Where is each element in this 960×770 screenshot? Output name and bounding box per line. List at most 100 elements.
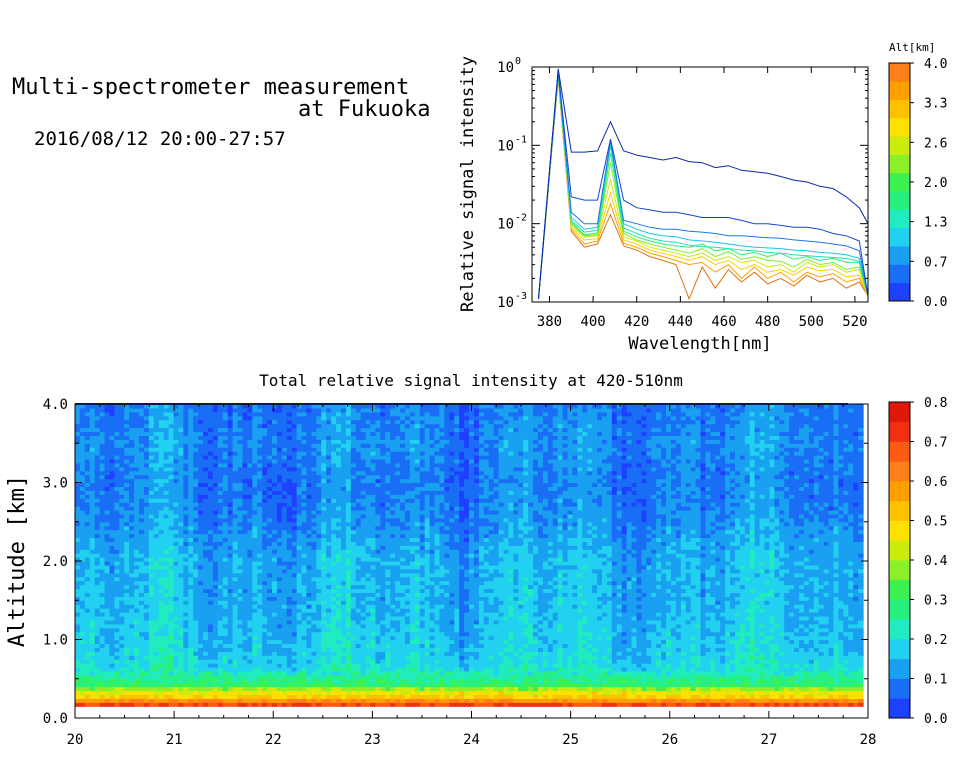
heatmap-cell xyxy=(75,407,81,413)
heatmap-cell xyxy=(326,576,332,582)
heatmap-cell xyxy=(345,486,352,491)
heatmap-cell xyxy=(158,439,165,444)
heatmap-cell xyxy=(336,533,342,539)
heatmap-cell xyxy=(198,455,204,460)
heatmap-cell xyxy=(232,537,239,542)
heatmap-cell xyxy=(104,474,111,480)
heatmap-cell xyxy=(217,557,224,562)
heatmap-cell xyxy=(188,600,194,605)
heatmap-cell xyxy=(99,506,106,511)
heatmap-cell xyxy=(168,494,175,499)
heatmap-cell xyxy=(380,564,386,570)
heatmap-cell xyxy=(336,619,342,625)
heatmap-cell xyxy=(217,451,224,456)
heatmap-cell xyxy=(139,486,145,491)
heatmap-cell xyxy=(375,631,381,637)
heatmap-cell xyxy=(143,588,150,593)
heatmap-cell xyxy=(321,615,327,621)
heatmap-cell xyxy=(217,596,224,601)
heatmap-cell xyxy=(296,490,303,495)
heatmap-cell xyxy=(237,631,244,637)
heatmap-cell xyxy=(99,509,106,515)
heatmap-cell xyxy=(178,447,184,452)
heatmap-cell xyxy=(227,545,234,550)
heatmap-cell xyxy=(281,517,288,523)
heatmap-cell xyxy=(350,568,357,574)
heatmap-cell xyxy=(222,651,229,656)
heatmap-cell xyxy=(267,498,273,503)
heatmap-cell xyxy=(124,604,130,609)
heatmap-cell xyxy=(143,659,150,664)
heatmap-cell xyxy=(276,447,283,452)
heatmap-cell xyxy=(296,690,303,696)
heatmap-cell xyxy=(153,545,160,550)
heatmap-cell xyxy=(84,623,91,629)
heatmap-cell xyxy=(163,702,170,707)
heatmap-cell xyxy=(326,635,332,641)
heatmap-cell xyxy=(183,404,189,409)
heatmap-cell xyxy=(222,557,229,562)
heatmap-cell xyxy=(178,423,184,429)
heatmap-cell xyxy=(345,466,352,472)
heatmap-cell xyxy=(183,423,189,429)
heatmap-cell xyxy=(311,600,317,605)
heatmap-cell xyxy=(336,663,342,668)
heatmap-cell xyxy=(163,494,170,499)
heatmap-cell xyxy=(350,529,357,535)
heatmap-cell xyxy=(188,576,194,582)
heatmap-cell xyxy=(311,659,317,664)
heatmap-cell xyxy=(84,509,91,515)
heatmap-cell xyxy=(380,521,386,527)
heatmap-cell xyxy=(124,666,130,672)
heatmap-cell xyxy=(134,557,140,562)
heatmap-cell xyxy=(99,580,106,586)
altitude-colorbar-swatch xyxy=(889,246,910,265)
heatmap-cell xyxy=(237,537,244,542)
heatmap-cell xyxy=(203,427,209,433)
heatmap-cell xyxy=(75,588,81,593)
heatmap-cell xyxy=(163,596,170,601)
heatmap-cell xyxy=(129,568,135,574)
heatmap-cell xyxy=(291,674,298,680)
heatmap-cell xyxy=(257,541,263,546)
heatmap-cell xyxy=(153,541,160,546)
heatmap-cell xyxy=(291,423,298,429)
heatmap-cell xyxy=(158,627,165,633)
heatmap-cell xyxy=(355,521,362,527)
heatmap-cell xyxy=(114,474,120,480)
heatmap-cell xyxy=(104,576,111,582)
heatmap-cell xyxy=(124,580,130,586)
heatmap-cell xyxy=(183,545,189,550)
heatmap-cell xyxy=(163,411,170,417)
heatmap-cell xyxy=(336,502,342,507)
heatmap-cell xyxy=(139,655,145,660)
heatmap-cell xyxy=(99,604,106,609)
heatmap-cell xyxy=(109,404,116,409)
heatmap-cell xyxy=(143,466,150,472)
heatmap-cell xyxy=(178,608,184,613)
heatmap-cell xyxy=(75,541,81,546)
heatmap-cell xyxy=(276,439,283,444)
heatmap-cell xyxy=(109,596,116,601)
heatmap-cell xyxy=(257,674,263,680)
heatmap-cell xyxy=(183,651,189,656)
heatmap-cell xyxy=(183,525,189,531)
heatmap-cell xyxy=(316,576,322,582)
heatmap-cell xyxy=(212,498,219,503)
heatmap-cell xyxy=(242,529,248,535)
heatmap-cell xyxy=(178,443,184,448)
heatmap-cell xyxy=(291,647,298,652)
heatmap-cell xyxy=(114,498,120,503)
heatmap-cell xyxy=(148,592,155,597)
heatmap-cell xyxy=(336,458,342,464)
heatmap-cell xyxy=(114,455,120,460)
heatmap-cell xyxy=(252,443,258,448)
heatmap-cell xyxy=(114,635,120,641)
heatmap-cell xyxy=(360,615,367,621)
heatmap-cell xyxy=(84,458,91,464)
heatmap-cell xyxy=(193,427,199,433)
heatmap-cell xyxy=(148,682,155,688)
heatmap-cell xyxy=(301,580,308,586)
heatmap-cell xyxy=(212,666,219,672)
heatmap-cell xyxy=(139,643,145,648)
